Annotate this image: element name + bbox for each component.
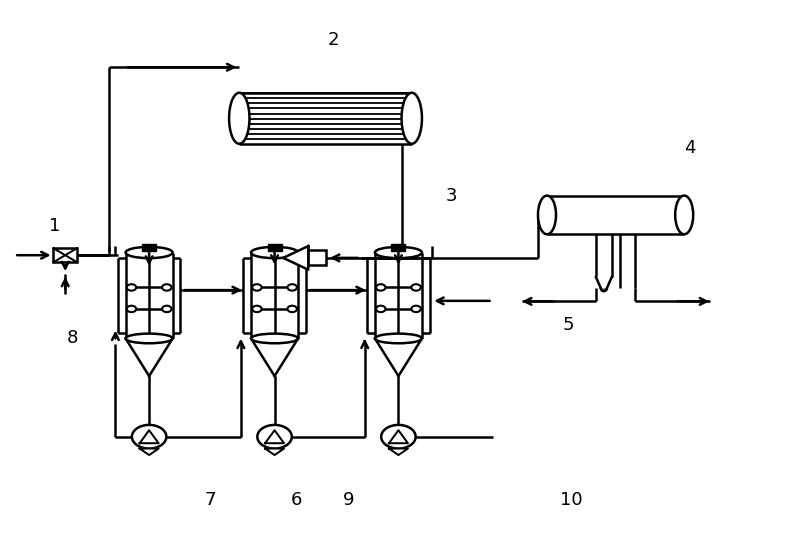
Ellipse shape [538,196,556,234]
Ellipse shape [375,334,422,343]
Circle shape [411,306,421,312]
Text: 9: 9 [343,490,354,509]
Ellipse shape [126,247,173,258]
Polygon shape [389,448,408,455]
Text: 8: 8 [66,329,78,347]
Polygon shape [283,246,308,270]
Circle shape [126,284,136,290]
Text: 6: 6 [291,490,302,509]
Polygon shape [140,430,158,443]
Ellipse shape [126,334,173,343]
Bar [391,244,406,251]
Polygon shape [265,448,284,455]
Circle shape [287,284,297,290]
Circle shape [381,425,416,448]
Circle shape [376,306,386,312]
Bar [54,248,77,262]
Ellipse shape [375,247,422,258]
Text: 1: 1 [50,216,61,235]
Ellipse shape [675,196,694,234]
Polygon shape [265,430,284,443]
Circle shape [126,306,136,312]
Text: 7: 7 [205,490,216,509]
Bar [142,244,156,251]
Ellipse shape [251,334,298,343]
Circle shape [258,425,292,448]
Polygon shape [596,277,612,288]
Ellipse shape [229,93,250,144]
Text: 5: 5 [563,316,574,334]
Circle shape [252,284,262,290]
Circle shape [252,306,262,312]
Text: 2: 2 [328,31,339,49]
Polygon shape [140,448,158,455]
Circle shape [411,284,421,290]
Ellipse shape [402,93,422,144]
Text: 10: 10 [559,490,582,509]
Bar [308,250,326,265]
Polygon shape [389,430,408,443]
Bar [267,244,282,251]
Circle shape [132,425,166,448]
Ellipse shape [251,247,298,258]
Text: 4: 4 [684,139,696,157]
Circle shape [287,306,297,312]
Circle shape [162,306,171,312]
Circle shape [162,284,171,290]
Circle shape [376,284,386,290]
Text: 3: 3 [446,187,457,205]
